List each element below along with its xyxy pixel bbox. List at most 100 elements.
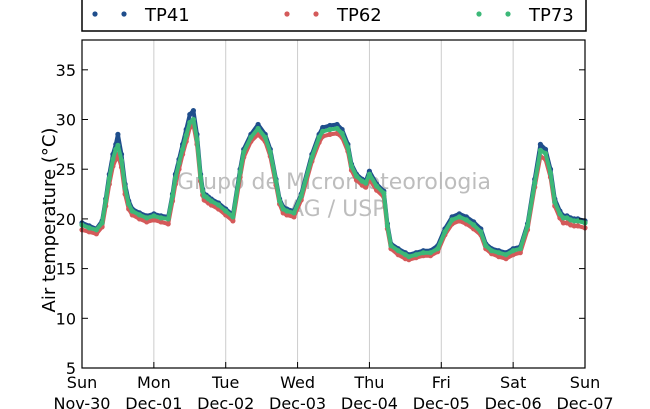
data-point [291, 214, 297, 220]
x-ticks: Sun Nov-30 Mon Dec-01 Tue Dec-02 Wed Dec-03 Thu D… [54, 362, 614, 409]
x-tick-label-day: Tue [211, 373, 239, 392]
data-point [255, 121, 261, 128]
y-tick-label: 15 [56, 260, 76, 279]
data-point [180, 146, 186, 152]
data-point [241, 149, 247, 155]
y-ticks: 5 10 15 20 25 30 35 [56, 61, 585, 378]
data-point [388, 243, 394, 249]
data-point [126, 201, 132, 207]
data-point [165, 216, 171, 222]
data-point [172, 175, 178, 181]
x-tick-label-date: Dec-04 [341, 394, 398, 409]
data-point [327, 122, 333, 129]
data-point [363, 184, 369, 190]
data-point [571, 223, 577, 229]
legend-label: TP41 [144, 5, 190, 26]
data-point [327, 131, 333, 137]
legend-label: TP73 [528, 5, 574, 26]
data-point [575, 223, 581, 229]
x-tick-label-date: Dec-03 [269, 394, 326, 409]
data-point [560, 220, 567, 226]
plot-area: Grupo de Micrometeorologia IAG / USP [79, 39, 588, 369]
x-tick-label-date: Dec-02 [197, 394, 254, 409]
data-point [284, 212, 290, 218]
data-point [456, 214, 462, 220]
data-point [334, 121, 340, 128]
data-point [93, 231, 99, 237]
legend-marker [284, 11, 290, 17]
data-point [248, 134, 254, 140]
y-tick-label: 10 [56, 309, 76, 328]
data-point [183, 132, 189, 138]
y-tick-label: 5 [66, 359, 76, 378]
data-point [198, 174, 204, 180]
data-point [284, 208, 290, 214]
y-tick-label: 35 [56, 61, 76, 80]
data-point [345, 144, 351, 150]
data-point [320, 124, 326, 131]
data-point [532, 180, 538, 186]
legend-marker [92, 11, 98, 17]
data-point [277, 198, 283, 204]
series-layer [79, 108, 588, 263]
data-point [262, 134, 268, 140]
data-point [395, 248, 401, 254]
x-tick-label-day: Sat [500, 373, 526, 392]
data-point [571, 218, 577, 224]
legend-marker [121, 11, 127, 17]
legend-item-TP62: TP62 [284, 5, 382, 26]
x-tick-label-day: Wed [280, 373, 315, 392]
data-point [144, 219, 150, 225]
data-point [478, 229, 484, 235]
legend-marker [313, 11, 319, 17]
data-point [363, 180, 369, 186]
data-point [348, 163, 355, 169]
data-point [129, 208, 135, 214]
data-point [547, 170, 554, 176]
data-point [230, 214, 236, 220]
data-point [309, 154, 315, 160]
data-point [557, 211, 563, 217]
data-point [517, 246, 523, 252]
data-point [230, 218, 236, 224]
legend-marker [476, 11, 482, 17]
data-point [200, 188, 206, 194]
data-point [176, 160, 182, 166]
data-point [99, 220, 105, 226]
data-point [190, 108, 196, 114]
data-point [158, 215, 164, 221]
data-point [273, 178, 279, 184]
x-tick-label-date: Dec-01 [125, 394, 182, 409]
data-point [524, 223, 531, 229]
data-point [575, 218, 581, 224]
y-tick-label: 25 [56, 160, 76, 179]
data-point [542, 150, 549, 156]
data-point [327, 126, 333, 133]
x-tick-label-date: Dec-07 [556, 394, 613, 409]
data-point [435, 246, 441, 252]
data-point [106, 175, 112, 181]
legend-box [81, 0, 587, 32]
data-point [165, 221, 171, 227]
data-point [115, 142, 121, 148]
data-point [151, 217, 157, 223]
y-tick-label: 20 [56, 210, 76, 229]
data-point [339, 130, 345, 136]
data-point [366, 171, 372, 177]
data-point [118, 157, 125, 163]
legend-label: TP62 [336, 5, 382, 26]
data-point [291, 210, 297, 216]
data-point [381, 190, 387, 196]
legend-marker [505, 11, 511, 17]
x-tick-label-date: Dec-05 [413, 394, 470, 409]
data-point [537, 141, 544, 147]
data-point [384, 223, 390, 229]
data-point [517, 250, 523, 256]
data-point [483, 243, 489, 249]
data-point [113, 146, 119, 152]
data-point [187, 119, 193, 126]
data-point [320, 128, 326, 134]
data-point [86, 229, 92, 235]
data-point [503, 256, 509, 262]
